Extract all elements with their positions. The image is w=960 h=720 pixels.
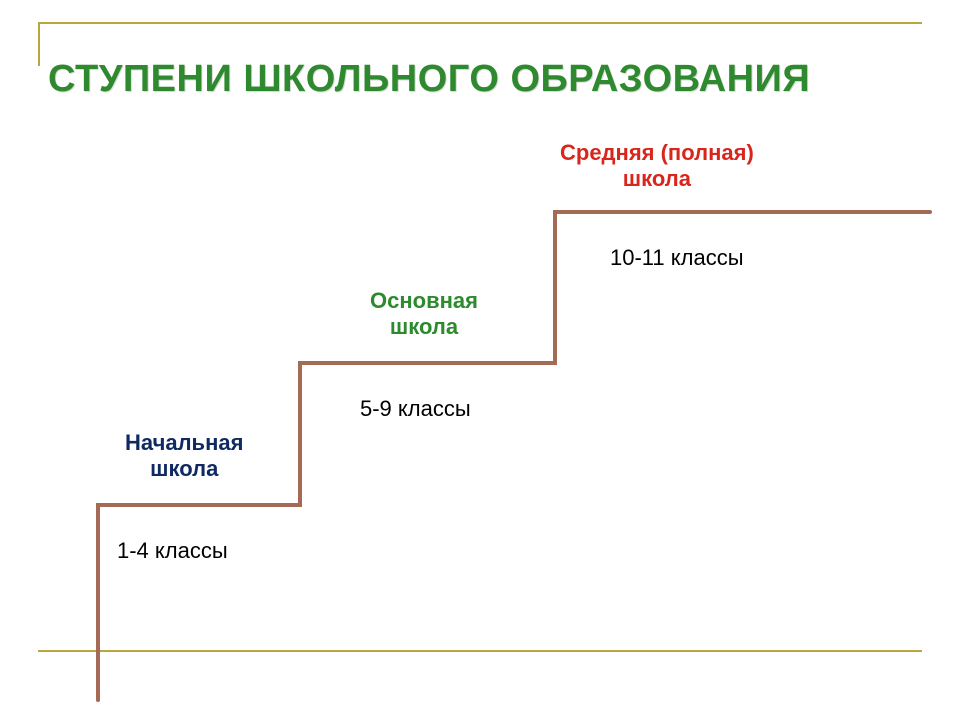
step-label-primary: Начальная школа xyxy=(125,430,243,483)
step-grades-primary: 1-4 классы xyxy=(117,538,228,564)
step-grades-secondary: 10-11 классы xyxy=(610,245,744,271)
step-grades-basic: 5-9 классы xyxy=(360,396,471,422)
step-label-basic: Основная школа xyxy=(370,288,478,341)
step-label-secondary: Средняя (полная) школа xyxy=(560,140,754,193)
staircase-diagram xyxy=(0,0,960,720)
